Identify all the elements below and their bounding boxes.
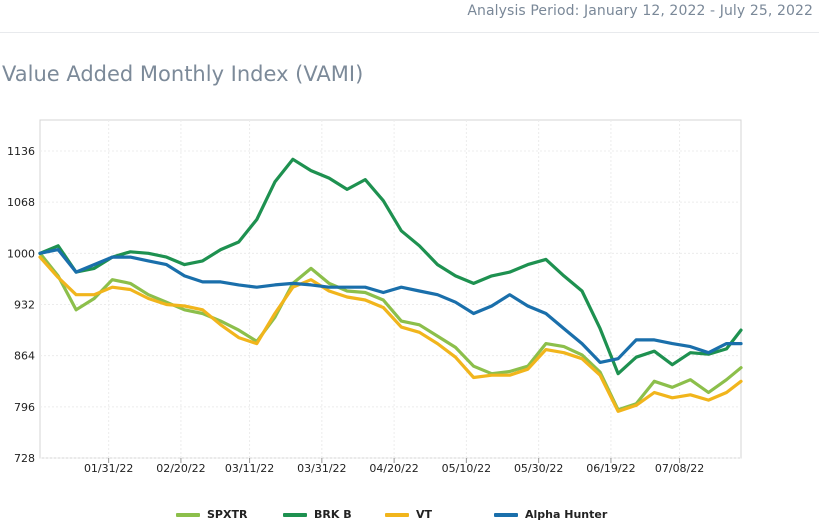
y-tick-label: 1136 <box>7 145 35 158</box>
legend-swatch <box>385 512 409 517</box>
analysis-period: Analysis Period: January 12, 2022 - July… <box>467 3 813 19</box>
y-tick-label: 796 <box>14 401 35 414</box>
page-title: Value Added Monthly Index (VAMI) <box>2 62 364 86</box>
legend-label: VT <box>416 508 433 521</box>
header-divider <box>0 32 819 33</box>
x-tick-label: 03/31/22 <box>297 462 346 475</box>
x-tick-label: 04/20/22 <box>369 462 418 475</box>
legend-label: BRK B <box>314 508 352 521</box>
x-tick-label: 06/19/22 <box>586 462 635 475</box>
vami-chart: 728 796 864 932 1000 1068 1136 01/31/22 02/20/2… <box>7 119 743 475</box>
series-lines <box>38 157 743 413</box>
legend-item[interactable]: SPXTR <box>176 508 247 521</box>
y-tick-label: 728 <box>14 452 35 465</box>
x-tick-label: 05/30/22 <box>514 462 563 475</box>
y-tick-label: 864 <box>14 350 35 363</box>
series-line-brk-b <box>38 157 743 376</box>
legend-swatch <box>494 512 518 517</box>
legend-swatch <box>176 512 200 517</box>
x-tick-label: 05/10/22 <box>442 462 491 475</box>
x-tick-label: 07/08/22 <box>655 462 704 475</box>
series-line-vt <box>38 255 743 413</box>
x-axis: 01/31/22 02/20/22 03/11/22 03/31/22 04/20/22… <box>84 458 704 475</box>
y-tick-label: 1068 <box>7 196 35 209</box>
y-axis: 728 796 864 932 1000 1068 1136 <box>7 145 35 465</box>
chart-legend: SPXTR BRK B VT Alpha Hunter <box>0 508 819 528</box>
legend-label: Alpha Hunter <box>525 508 608 521</box>
legend-item[interactable]: BRK B <box>283 508 352 521</box>
x-tick-label: 03/11/22 <box>225 462 274 475</box>
x-tick-label: 02/20/22 <box>156 462 205 475</box>
legend-item[interactable]: Alpha Hunter <box>494 508 607 521</box>
legend-item[interactable]: VT <box>385 508 432 521</box>
y-tick-label: 932 <box>14 299 35 312</box>
series-line-alpha-hunter <box>38 248 743 364</box>
x-tick-label: 01/31/22 <box>84 462 133 475</box>
y-tick-label: 1000 <box>7 247 35 260</box>
legend-label: SPXTR <box>207 508 248 521</box>
legend-swatch <box>283 512 307 517</box>
